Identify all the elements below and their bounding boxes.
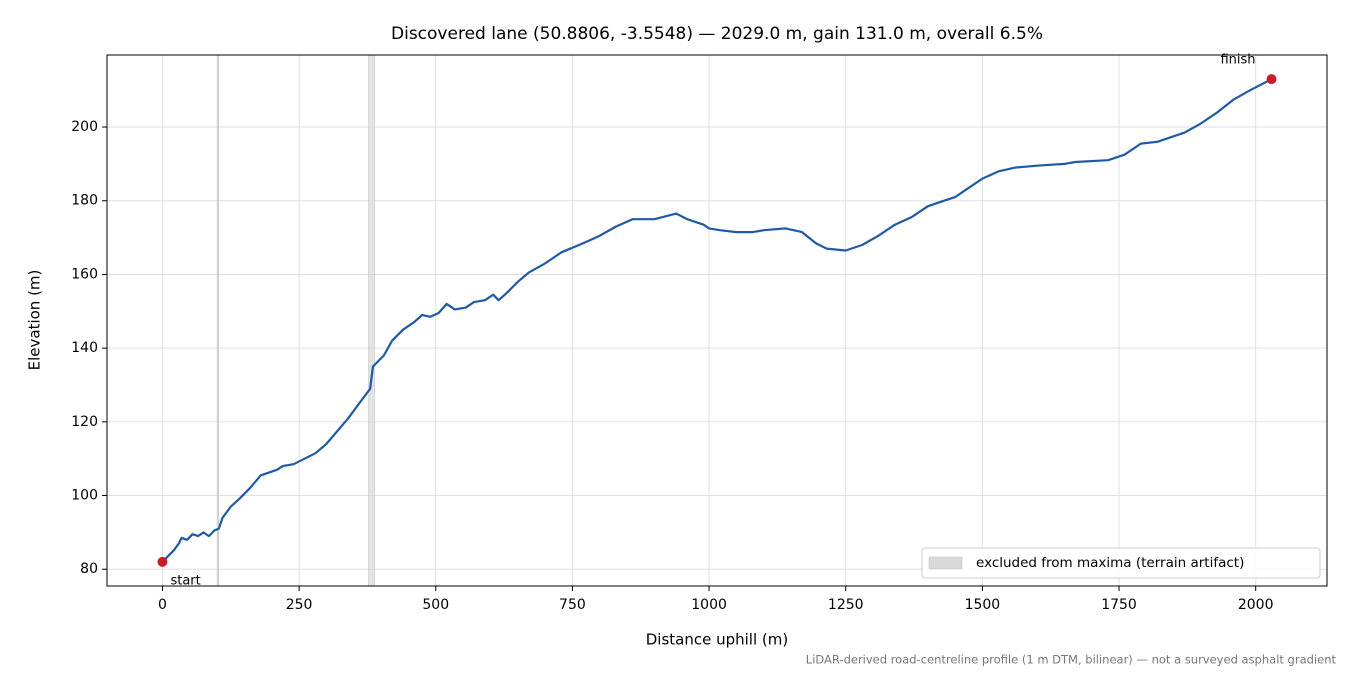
x-tick-label: 1500 — [965, 597, 1001, 613]
y-tick-label: 160 — [71, 266, 98, 282]
legend-box — [921, 547, 1321, 579]
y-tick-label: 180 — [71, 193, 98, 209]
x-tick-label: 1250 — [828, 597, 864, 613]
elevation-line — [161, 78, 1273, 563]
legend-swatch — [928, 556, 963, 570]
chart-title: Discovered lane (50.8806, -3.5548) — 202… — [391, 24, 1043, 44]
endpoint-label: start — [170, 573, 200, 588]
legend-label: excluded from maxima (terrain artifact) — [976, 555, 1244, 571]
y-tick-label: 200 — [71, 119, 98, 135]
x-tick-label: 500 — [422, 597, 449, 613]
x-axis-label: Distance uphill (m) — [646, 631, 788, 649]
x-tick-label: 2000 — [1238, 597, 1274, 613]
endpoint-marker — [1266, 74, 1277, 85]
y-tick-label: 140 — [71, 340, 98, 356]
x-tick-label: 750 — [559, 597, 586, 613]
y-tick-label: 100 — [71, 488, 98, 504]
x-tick-label: 1750 — [1101, 597, 1137, 613]
legend: excluded from maxima (terrain artifact) — [921, 547, 1321, 579]
endpoint-label: finish — [1220, 53, 1255, 68]
excluded-span — [216, 54, 220, 587]
x-tick-label: 1000 — [691, 597, 727, 613]
plot-frame — [106, 54, 1328, 587]
footnote: LiDAR-derived road-centreline profile (1… — [806, 653, 1337, 667]
excluded-span — [368, 54, 375, 587]
x-tick-label: 250 — [286, 597, 313, 613]
y-axis-label: Elevation (m) — [26, 270, 44, 371]
endpoint-marker — [157, 556, 168, 567]
y-tick-label: 80 — [80, 561, 98, 577]
y-tick-label: 120 — [71, 414, 98, 430]
x-tick-label: 0 — [158, 597, 167, 613]
